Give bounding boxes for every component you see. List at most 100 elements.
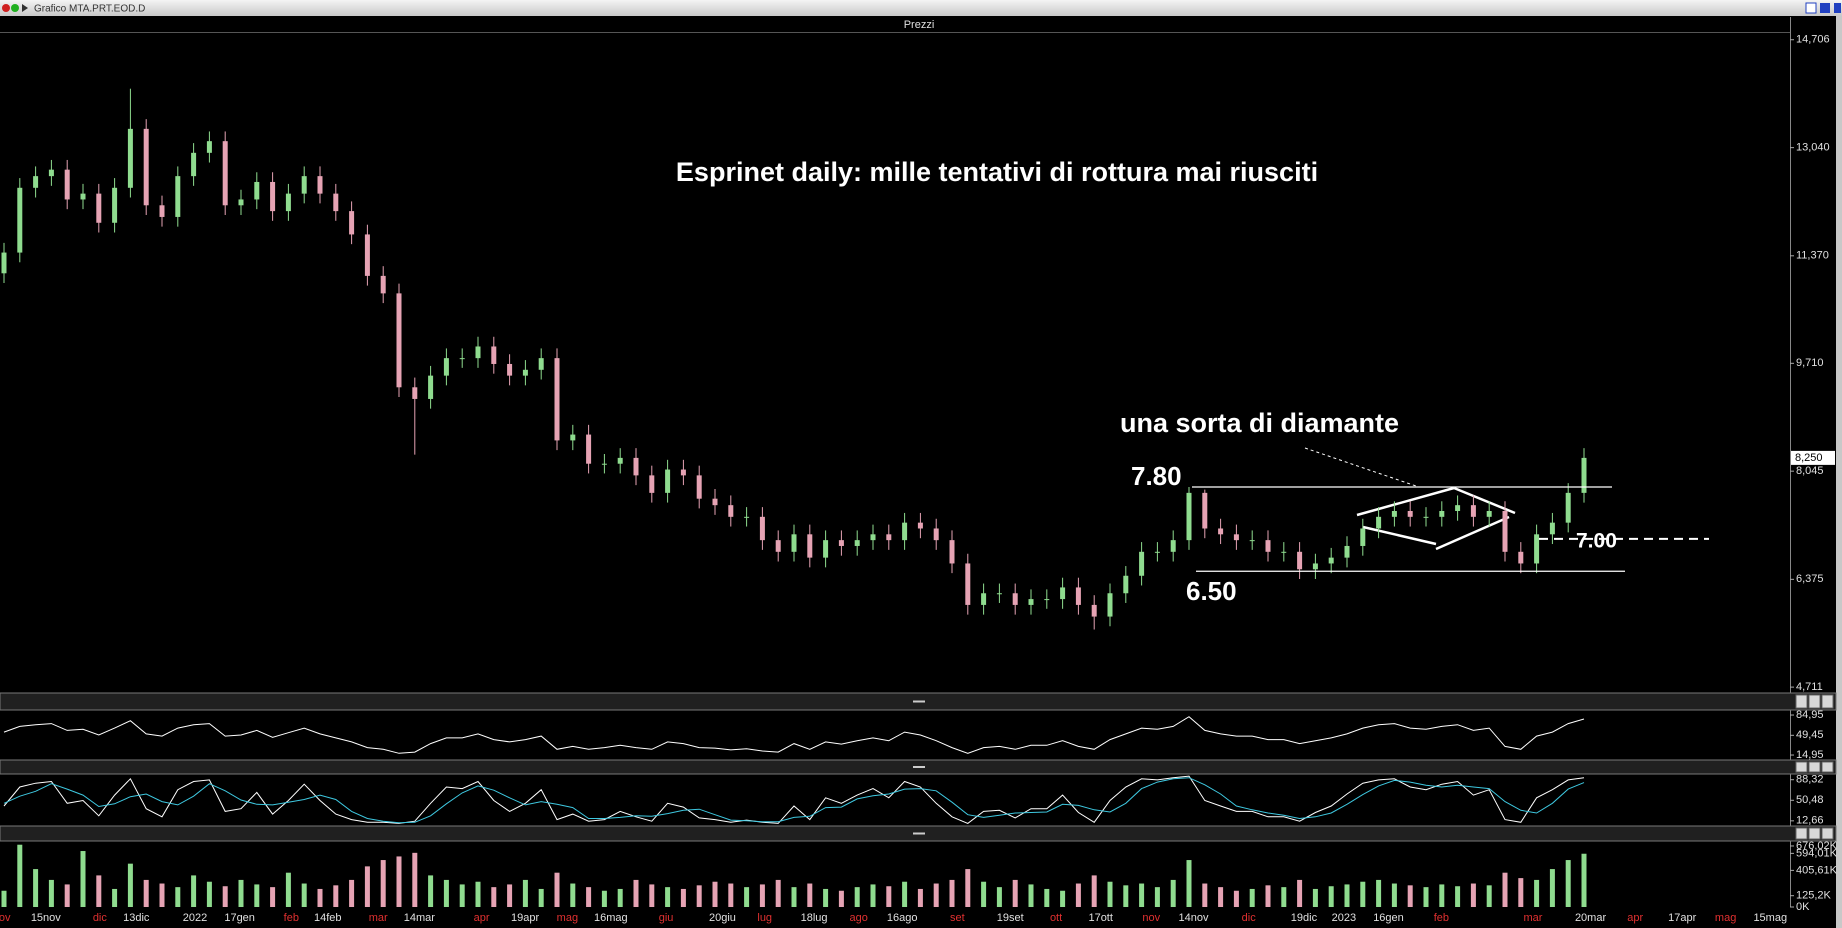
candle-body	[1, 252, 7, 274]
volume-bar	[601, 890, 607, 907]
panel-button[interactable]	[1808, 827, 1821, 840]
candle-body	[1470, 505, 1476, 517]
candle-body	[1249, 540, 1255, 542]
candle-body	[744, 516, 750, 518]
chart-title: Esprinet daily: mille tentativi di rottu…	[676, 157, 1318, 187]
panel-button[interactable]	[1821, 761, 1834, 773]
window-button[interactable]	[1805, 2, 1817, 14]
x-tick-label: 2022	[183, 912, 207, 924]
candle-body	[1060, 587, 1066, 600]
y-tick-label: 4,711	[1796, 681, 1823, 693]
volume-bar	[712, 881, 718, 907]
candle-body	[1328, 557, 1334, 564]
window-button[interactable]	[1820, 3, 1830, 13]
candle-body	[1486, 510, 1492, 517]
x-tick-label: ott	[1050, 912, 1062, 924]
volume-bar	[475, 881, 481, 907]
x-tick-label: apr	[474, 912, 490, 924]
y-tick-label: 49,45	[1796, 729, 1824, 741]
volume-bar	[1455, 886, 1461, 907]
window-button[interactable]	[1834, 3, 1841, 13]
x-tick-label: 17ott	[1088, 912, 1112, 924]
volume-bar	[1549, 869, 1555, 907]
x-tick-label: giu	[659, 912, 674, 924]
y-tick-label: 6,375	[1796, 573, 1824, 585]
volume-bar	[1012, 879, 1018, 907]
x-tick-label: 18lug	[801, 912, 828, 924]
candle-body	[1107, 593, 1113, 617]
x-tick-label: nov	[1142, 912, 1160, 924]
candle-body	[317, 176, 323, 194]
y-tick-label: 84,95	[1796, 709, 1824, 721]
y-tick-label: 50,48	[1796, 794, 1824, 806]
x-tick-label: 20mar	[1575, 912, 1607, 924]
candle-body	[222, 141, 228, 206]
volume-bar	[617, 888, 623, 907]
panel-button[interactable]	[1821, 694, 1834, 709]
volume-bar	[238, 879, 244, 907]
volume-bar	[1486, 885, 1492, 907]
x-tick-label: 16gen	[1373, 912, 1404, 924]
x-tick-label: 16mag	[594, 912, 628, 924]
volume-bar	[349, 879, 355, 907]
volume-bar	[1, 890, 7, 907]
volume-bar	[443, 879, 449, 907]
volume-bar	[175, 887, 181, 907]
panel-button[interactable]	[1795, 694, 1808, 709]
candle-body	[933, 528, 939, 541]
candle-body	[1202, 492, 1208, 529]
volume-bar	[823, 888, 829, 907]
x-tick-label: 16ago	[887, 912, 918, 924]
icon	[22, 4, 28, 12]
candle-body	[791, 534, 797, 552]
volume-bar	[744, 887, 750, 907]
volume-bar	[996, 887, 1002, 907]
volume-bar	[206, 881, 212, 907]
volume-bar	[1123, 885, 1129, 907]
candle-body	[64, 169, 70, 200]
volume-bar	[143, 879, 149, 907]
volume-bar	[1297, 879, 1303, 907]
candle-body	[1581, 457, 1587, 493]
candle-body	[1123, 575, 1129, 594]
volume-bar	[1107, 881, 1113, 907]
panel-button[interactable]	[1808, 761, 1821, 773]
icon	[2, 4, 10, 12]
volume-bar	[870, 884, 876, 907]
panel-button[interactable]	[1808, 694, 1821, 709]
y-tick-label: 9,710	[1796, 357, 1824, 369]
panel-button[interactable]	[1821, 827, 1834, 840]
volume-bar	[649, 884, 655, 907]
x-tick-label: 17apr	[1668, 912, 1696, 924]
y-tick-label: 13,040	[1796, 142, 1830, 154]
panel-button[interactable]	[1795, 761, 1808, 773]
candle-body	[917, 522, 923, 529]
candle-body	[475, 346, 481, 359]
scrollbar[interactable]	[1836, 16, 1842, 928]
volume-bar	[127, 863, 133, 907]
x-tick-label: mag	[557, 912, 578, 924]
volume-bar	[159, 883, 165, 907]
y-tick-label: 88,32	[1796, 774, 1824, 786]
candle-body	[1376, 516, 1382, 529]
x-tick-label: mag	[1715, 912, 1736, 924]
x-tick-label: 14feb	[314, 912, 342, 924]
volume-bar	[254, 884, 260, 907]
volume-bar	[33, 869, 39, 907]
volume-bar	[1028, 884, 1034, 907]
volume-bar	[902, 881, 908, 907]
x-tick-label: 13dic	[123, 912, 150, 924]
candle-body	[1281, 551, 1287, 553]
panel-button[interactable]	[1795, 827, 1808, 840]
candle-body	[1502, 510, 1508, 552]
candle-body	[1549, 522, 1555, 535]
candle-body	[1407, 510, 1413, 517]
volume-bar	[1581, 853, 1587, 907]
volume-bar	[1312, 888, 1318, 907]
candle-body	[1518, 551, 1524, 564]
y-tick-label: 8,045	[1796, 465, 1824, 477]
candle-body	[1028, 599, 1034, 605]
candle-body	[112, 187, 118, 223]
x-tick-label: 19apr	[511, 912, 539, 924]
volume-bar	[570, 883, 576, 907]
